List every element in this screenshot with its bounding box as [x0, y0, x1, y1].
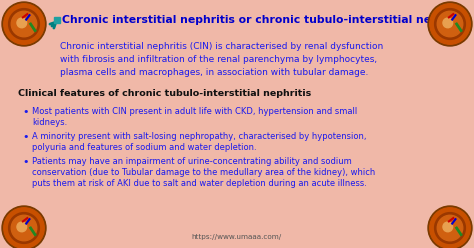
Text: A minority present with salt-losing nephropathy, characterised by hypotension,: A minority present with salt-losing neph… — [32, 132, 366, 141]
Text: •: • — [22, 132, 28, 142]
Circle shape — [430, 208, 470, 248]
Circle shape — [4, 208, 44, 248]
Text: https://www.umaaa.com/: https://www.umaaa.com/ — [192, 234, 282, 240]
Circle shape — [435, 9, 465, 39]
Text: Chronic interstitial nephritis (CIN) is characterised by renal dysfunction: Chronic interstitial nephritis (CIN) is … — [60, 42, 383, 51]
Circle shape — [9, 9, 39, 39]
Circle shape — [428, 206, 472, 248]
Text: Most patients with CIN present in adult life with CKD, hypertension and small: Most patients with CIN present in adult … — [32, 107, 357, 116]
Circle shape — [437, 11, 463, 37]
Circle shape — [17, 222, 27, 232]
Circle shape — [443, 18, 453, 28]
Text: conservation (due to Tubular damage to the medullary area of the kidney), which: conservation (due to Tubular damage to t… — [32, 168, 375, 177]
Circle shape — [11, 215, 37, 241]
Circle shape — [428, 2, 472, 46]
Text: Patients may have an impairment of urine-concentrating ability and sodium: Patients may have an impairment of urine… — [32, 157, 352, 166]
Circle shape — [2, 206, 46, 248]
Circle shape — [4, 4, 44, 44]
Circle shape — [11, 11, 37, 37]
Text: •: • — [22, 107, 28, 117]
Text: puts them at risk of AKI due to salt and water depletion during an acute illness: puts them at risk of AKI due to salt and… — [32, 179, 367, 188]
Text: plasma cells and macrophages, in association with tubular damage.: plasma cells and macrophages, in associa… — [60, 68, 368, 77]
Circle shape — [2, 2, 46, 46]
Text: Chronic interstitial nephritis or chronic tubulo-interstitial nephritis: Chronic interstitial nephritis or chroni… — [62, 15, 471, 25]
Circle shape — [437, 215, 463, 241]
Circle shape — [9, 213, 39, 243]
Circle shape — [443, 222, 453, 232]
Circle shape — [430, 4, 470, 44]
Text: with fibrosis and infiltration of the renal parenchyma by lymphocytes,: with fibrosis and infiltration of the re… — [60, 55, 377, 64]
Circle shape — [17, 18, 27, 28]
Text: •: • — [22, 157, 28, 167]
Text: kidneys.: kidneys. — [32, 118, 67, 127]
Circle shape — [435, 213, 465, 243]
Text: polyuria and features of sodium and water depletion.: polyuria and features of sodium and wate… — [32, 143, 256, 152]
Text: Clinical features of chronic tubulo-interstitial nephritis: Clinical features of chronic tubulo-inte… — [18, 89, 311, 98]
